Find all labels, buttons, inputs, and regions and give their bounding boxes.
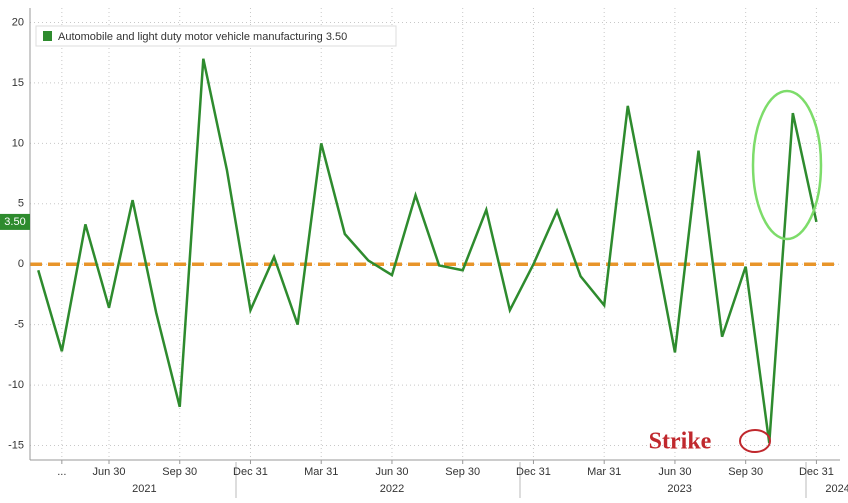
legend-box bbox=[35, 25, 397, 47]
x-tick-label: ... bbox=[57, 466, 66, 478]
last-value-label: 3.50 bbox=[4, 216, 25, 228]
x-tick-label: Sep 30 bbox=[445, 466, 480, 478]
year-label: 2021 bbox=[132, 483, 156, 495]
y-tick-label: -15 bbox=[8, 439, 24, 451]
x-tick-label: Dec 31 bbox=[516, 466, 551, 478]
x-tick-label: Mar 31 bbox=[587, 466, 621, 478]
strike-circle bbox=[739, 429, 771, 453]
x-tick-label: Jun 30 bbox=[375, 466, 408, 478]
y-tick-label: 15 bbox=[12, 77, 24, 89]
axes bbox=[29, 8, 840, 498]
x-tick-label: Jun 30 bbox=[658, 466, 691, 478]
legend: Automobile and light duty motor vehicle … bbox=[35, 25, 397, 47]
y-tick-label: 5 bbox=[18, 198, 24, 210]
year-label: 2024 bbox=[825, 483, 848, 495]
x-tick-label: Sep 30 bbox=[162, 466, 197, 478]
x-tick-label: Dec 31 bbox=[799, 466, 834, 478]
y-tick-label: 0 bbox=[18, 258, 24, 270]
x-tick-label: Sep 30 bbox=[728, 466, 763, 478]
x-tick-label: Dec 31 bbox=[233, 466, 268, 478]
annotation: Strike bbox=[649, 429, 712, 455]
series-line bbox=[37, 58, 818, 444]
x-tick-label: Jun 30 bbox=[92, 466, 125, 478]
year-label: 2022 bbox=[380, 483, 404, 495]
legend-swatch bbox=[43, 31, 52, 41]
y-tick-label: -5 bbox=[14, 319, 24, 331]
y-tick-label: 20 bbox=[12, 16, 24, 28]
y-tick-label: 10 bbox=[12, 137, 24, 149]
highlight-ellipse bbox=[751, 89, 823, 241]
last-value-tag: 3.50 bbox=[0, 213, 30, 230]
year-label: 2023 bbox=[667, 483, 691, 495]
plot bbox=[30, 58, 840, 444]
legend-label: Automobile and light duty motor vehicle … bbox=[58, 31, 347, 43]
x-tick-label: Mar 31 bbox=[304, 466, 338, 478]
last-value-box bbox=[0, 213, 30, 230]
y-tick-label: -10 bbox=[8, 379, 24, 391]
